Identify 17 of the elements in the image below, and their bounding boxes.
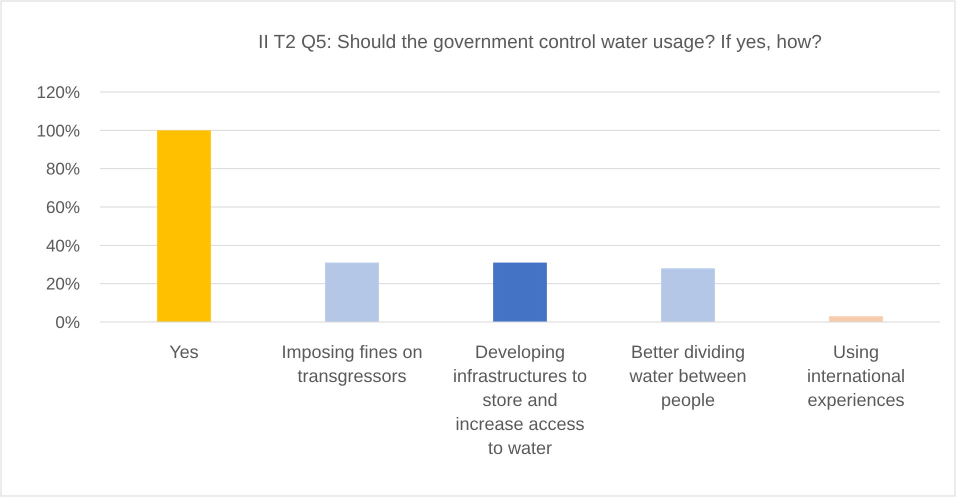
- y-tick-label: 60%: [46, 198, 80, 217]
- x-tick-label: Using international experiences: [806, 342, 906, 410]
- y-tick-label: 80%: [46, 160, 80, 179]
- x-tick-label: Developing infrastructures to store and increase access to water: [452, 342, 588, 458]
- y-tick-label: 0%: [55, 312, 80, 332]
- x-tick-label: Imposing fines on transgressors: [281, 342, 423, 386]
- x-tick-label: Yes: [169, 342, 199, 362]
- x-tick-label: Better dividing water between people: [628, 342, 747, 410]
- y-tick-label: 40%: [46, 236, 80, 256]
- bar: [493, 262, 547, 322]
- y-tick-label: 120%: [36, 82, 80, 102]
- y-tick-label: 20%: [46, 274, 80, 294]
- chart-title: II T2 Q5: Should the government control water usage? If yes, how?: [258, 32, 822, 53]
- bar: [325, 262, 379, 322]
- bar: [661, 268, 715, 322]
- bar: [157, 130, 211, 322]
- y-tick-label: 100%: [36, 121, 80, 140]
